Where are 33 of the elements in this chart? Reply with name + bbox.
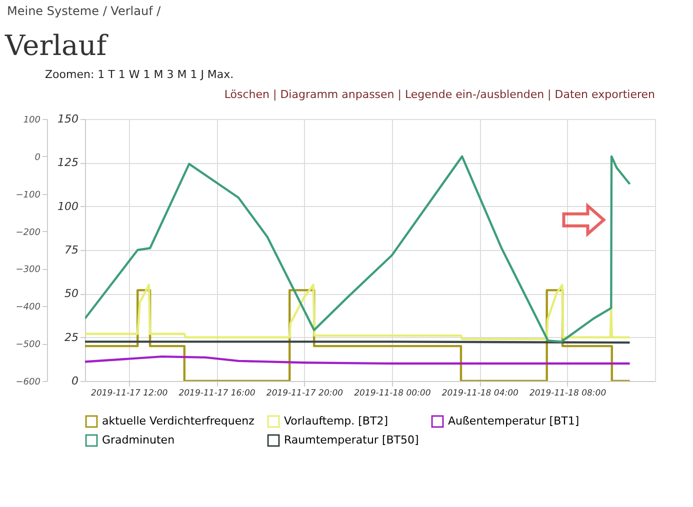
y-tick-label: 25 — [64, 330, 78, 344]
y2-tick-label: −500 — [16, 340, 41, 350]
legend-label: Gradminuten — [102, 434, 175, 446]
line-series — [85, 284, 631, 340]
y-tick-label: 100 — [58, 200, 78, 213]
x-tick-label: 2019-11-18 00:00 — [354, 388, 431, 398]
chart-title: Verlauf — [4, 29, 110, 62]
y-tick-label: 0 — [72, 374, 78, 388]
x-tick-label: 2019-11-18 04:00 — [442, 388, 518, 398]
legend-label: Raumtemperatur [BT50] — [284, 434, 419, 446]
y2-tick-label: −600 — [16, 378, 41, 388]
y2-tick-label: −100 — [16, 190, 41, 200]
legend-label: Außentemperatur [BT1] — [448, 414, 580, 428]
line-series — [85, 155, 631, 343]
text: Löschen | Diagramm anpassen | Legende ein-/ausblenden | Daten exportieren — [224, 88, 656, 101]
legend-label: Vorlauftemp. [BT2] — [284, 414, 388, 428]
chart-subtitle: Meine Systeme / Verlauf / — [7, 4, 162, 18]
text: Zoomen: 1 T 1 W 1 M 3 M 1 J Max. — [45, 68, 234, 81]
y-tick-label: 125 — [58, 156, 78, 170]
x-tick-label: 2019-11-17 20:00 — [266, 388, 344, 398]
y2-tick-label: 0 — [34, 152, 41, 163]
y2-tick-label: −300 — [16, 265, 41, 276]
y-tick-label: 75 — [64, 244, 78, 256]
y2-tick-label: 100 — [23, 116, 41, 126]
y-tick-label: 150 — [58, 112, 78, 126]
line-series — [85, 355, 631, 365]
legend-label: aktuelle Verdichterfrequenz — [102, 414, 255, 428]
x-tick-label: 2019-11-17 16:00 — [178, 388, 256, 398]
x-tick-label: 2019-11-18 08:00 — [530, 388, 606, 398]
y2-tick-label: −400 — [16, 302, 41, 313]
y-tick-label: 50 — [64, 287, 78, 300]
x-tick-label: 2019-11-17 12:00 — [91, 388, 168, 398]
y2-tick-label: −200 — [16, 228, 41, 238]
